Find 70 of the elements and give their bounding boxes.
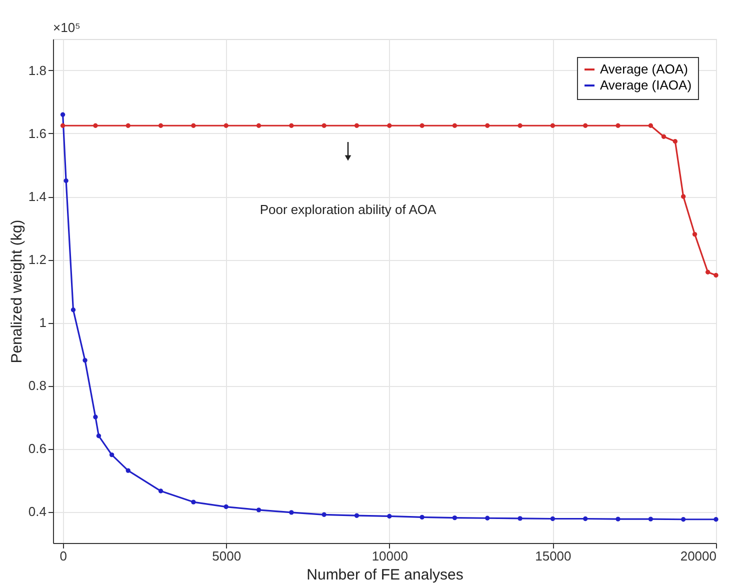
point	[485, 516, 490, 520]
point	[583, 516, 588, 522]
point	[191, 123, 196, 128]
point	[550, 123, 556, 128]
legend-label: Average (IAOA)	[600, 78, 692, 92]
point	[70, 308, 76, 312]
point	[672, 139, 678, 144]
point	[93, 414, 98, 420]
point	[191, 500, 196, 504]
x-tick-label: 20000	[680, 548, 716, 564]
y-tick-label: 1.2	[28, 252, 46, 267]
point	[452, 515, 458, 520]
annotation: Poor exploration ability of AOA	[260, 202, 436, 217]
point	[158, 123, 164, 128]
y-axis-title: Penalized weight (kg)	[8, 220, 26, 364]
point	[224, 123, 228, 128]
point	[60, 112, 66, 117]
point	[256, 123, 262, 128]
point	[648, 123, 654, 128]
point	[109, 452, 114, 458]
point	[158, 488, 164, 494]
x-tick-label: 5000	[212, 548, 242, 564]
point	[387, 514, 392, 519]
point	[680, 194, 686, 199]
point	[420, 123, 424, 128]
point	[485, 123, 490, 128]
point	[714, 272, 718, 278]
point	[616, 516, 620, 522]
point	[616, 123, 620, 128]
point	[289, 123, 294, 128]
point	[126, 123, 130, 128]
point	[354, 123, 360, 128]
point	[256, 508, 262, 512]
point	[692, 232, 698, 237]
point	[661, 134, 666, 139]
y-tick-label: 0.4	[28, 504, 46, 519]
y-tick-label: 0.8	[28, 378, 46, 393]
x-tick-label: 15000	[535, 548, 572, 564]
x-axis-title: Number of FE analyses	[306, 566, 464, 584]
point	[680, 517, 686, 522]
point	[96, 434, 102, 438]
point	[60, 123, 66, 128]
point	[705, 270, 710, 274]
point	[322, 123, 326, 128]
point	[648, 516, 654, 522]
point	[550, 516, 556, 522]
point	[583, 123, 588, 128]
y-tick-label: 1.4	[28, 189, 46, 204]
point	[64, 178, 68, 184]
point	[322, 512, 326, 517]
text: ×10⁵	[53, 20, 80, 35]
y-tick-label: 0.6	[28, 441, 46, 456]
x-tick-label: 0	[60, 548, 67, 564]
point	[387, 123, 392, 128]
point	[224, 504, 228, 510]
point	[714, 517, 718, 522]
point	[289, 510, 294, 515]
point	[126, 468, 130, 473]
point	[518, 123, 522, 128]
y-tick-label: 1.8	[28, 63, 46, 78]
point	[452, 123, 458, 128]
point	[354, 513, 360, 518]
point	[82, 358, 88, 363]
x-tick-label: 10000	[372, 548, 408, 564]
point	[518, 516, 522, 521]
y-tick-label: 1.6	[28, 126, 46, 141]
legend-label: Average (AOA)	[600, 62, 688, 76]
point	[420, 514, 424, 520]
point	[93, 123, 98, 128]
y-tick-label: 1	[39, 315, 46, 330]
